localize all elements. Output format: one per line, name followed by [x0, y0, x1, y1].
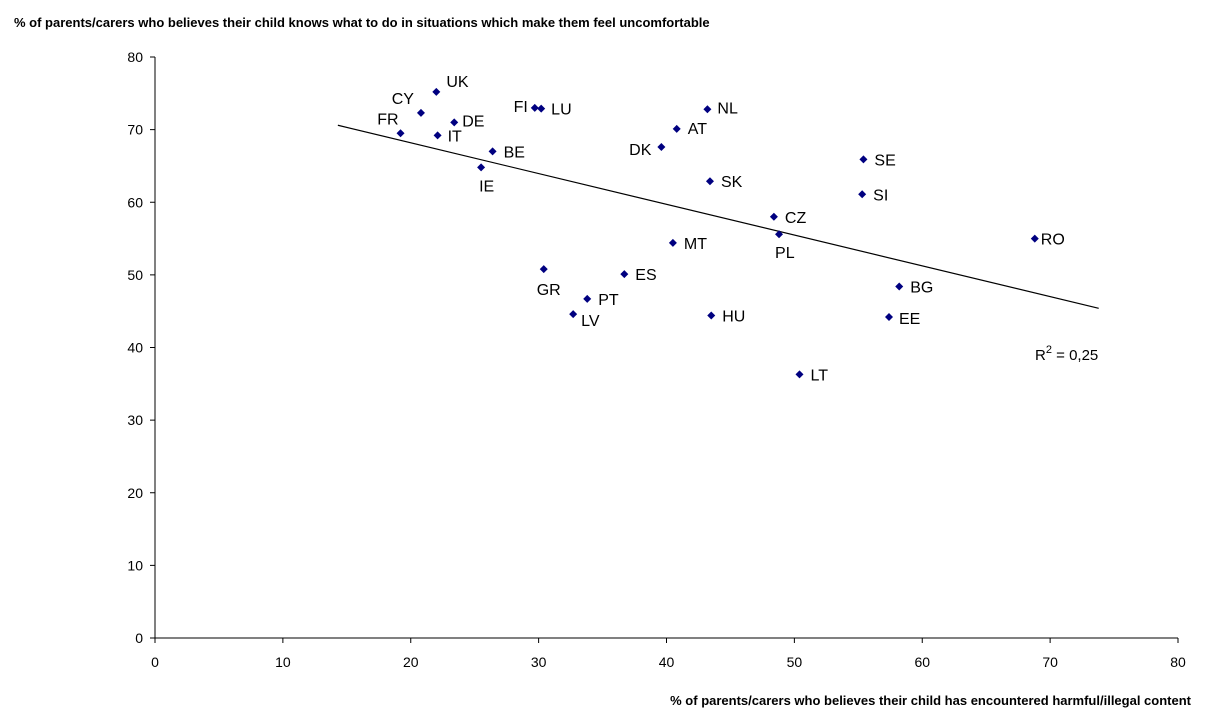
- data-point-nl: [703, 105, 712, 114]
- data-point-bg: [895, 282, 904, 291]
- point-label-ie: IE: [479, 178, 494, 195]
- point-label-uk: UK: [446, 74, 469, 91]
- x-tick-label: 0: [151, 654, 159, 670]
- data-point-fi: [530, 103, 539, 112]
- point-label-gr: GR: [537, 282, 561, 299]
- data-point-lt: [795, 370, 804, 379]
- data-point-lv: [569, 310, 578, 319]
- point-label-se: SE: [874, 152, 895, 169]
- data-point-mt: [668, 238, 677, 247]
- point-label-lu: LU: [551, 102, 571, 119]
- point-label-it: IT: [448, 128, 462, 145]
- point-label-fi: FI: [514, 99, 528, 116]
- point-label-ro: RO: [1041, 232, 1065, 249]
- point-label-pl: PL: [775, 245, 795, 262]
- x-tick-label: 40: [659, 654, 675, 670]
- point-label-cz: CZ: [785, 210, 807, 227]
- r-squared-label: R2 = 0,25: [1035, 344, 1098, 364]
- point-label-dk: DK: [629, 142, 652, 159]
- x-tick-label: 50: [787, 654, 803, 670]
- data-point-se: [859, 155, 868, 164]
- data-point-es: [620, 270, 629, 279]
- data-point-cz: [769, 212, 778, 221]
- point-label-nl: NL: [717, 100, 738, 117]
- x-axis-label: % of parents/carers who believes their c…: [670, 693, 1192, 708]
- point-label-sk: SK: [721, 174, 743, 191]
- r-squared-exponent: 2: [1046, 344, 1052, 356]
- y-tick-label: 80: [127, 49, 143, 65]
- y-tick-label: 30: [127, 412, 143, 428]
- data-point-hu: [707, 311, 716, 320]
- data-point-gr: [539, 265, 548, 274]
- data-point-si: [858, 190, 867, 199]
- trendline-group: [337, 124, 1099, 309]
- point-label-be: BE: [504, 144, 525, 161]
- x-tick-label: 80: [1170, 654, 1186, 670]
- point-label-at: AT: [688, 121, 707, 138]
- y-tick-label: 10: [127, 557, 143, 573]
- trendline: [337, 124, 1099, 309]
- data-point-at: [672, 124, 681, 133]
- x-tick-label: 20: [403, 654, 419, 670]
- y-tick-label: 50: [127, 267, 143, 283]
- point-label-lv: LV: [581, 313, 600, 330]
- x-tick-label: 60: [914, 654, 930, 670]
- point-label-bg: BG: [910, 279, 933, 296]
- r-squared-value: = 0,25: [1052, 347, 1098, 364]
- data-point-cy: [416, 108, 425, 117]
- point-label-pt: PT: [598, 292, 619, 309]
- data-point-ie: [477, 163, 486, 172]
- axes: 0 10 20 30 40 50 60 70 80 0 10 20 30 40 50 60 70 80: [127, 49, 1186, 670]
- data-point-uk: [432, 87, 441, 96]
- data-point-it: [433, 131, 442, 140]
- data-point-pt: [583, 294, 592, 303]
- data-point-fr: [396, 129, 405, 138]
- data-point-be: [488, 147, 497, 156]
- point-label-lt: LT: [810, 367, 828, 384]
- x-tick-label: 30: [531, 654, 547, 670]
- data-point-pl: [775, 230, 784, 239]
- y-tick-label: 70: [127, 122, 143, 138]
- y-tick-label: 0: [135, 630, 143, 646]
- point-label-es: ES: [635, 267, 656, 284]
- chart-title: % of parents/carers who believes their c…: [14, 15, 710, 30]
- point-label-ee: EE: [899, 311, 920, 328]
- point-label-si: SI: [873, 187, 888, 204]
- x-tick-label: 10: [275, 654, 291, 670]
- data-points: [396, 87, 1039, 379]
- y-tick-label: 40: [127, 340, 143, 356]
- point-labels: UK CY DE FR IT BE IE FI LU NL AT DK SK SE SI CZ PL RO MT GR…: [377, 74, 1065, 385]
- data-point-de: [450, 118, 459, 127]
- data-point-ee: [885, 312, 894, 321]
- y-tick-label: 20: [127, 485, 143, 501]
- data-point-dk: [657, 143, 666, 152]
- point-label-mt: MT: [684, 236, 707, 253]
- data-point-sk: [705, 177, 714, 186]
- data-point-lu: [537, 104, 546, 113]
- x-tick-label: 70: [1042, 654, 1058, 670]
- r-squared-base: R: [1035, 347, 1046, 364]
- data-point-ro: [1030, 234, 1039, 243]
- point-label-fr: FR: [377, 111, 398, 128]
- point-label-de: DE: [462, 113, 484, 130]
- point-label-hu: HU: [722, 309, 745, 326]
- y-tick-label: 60: [127, 194, 143, 210]
- point-label-cy: CY: [392, 91, 415, 108]
